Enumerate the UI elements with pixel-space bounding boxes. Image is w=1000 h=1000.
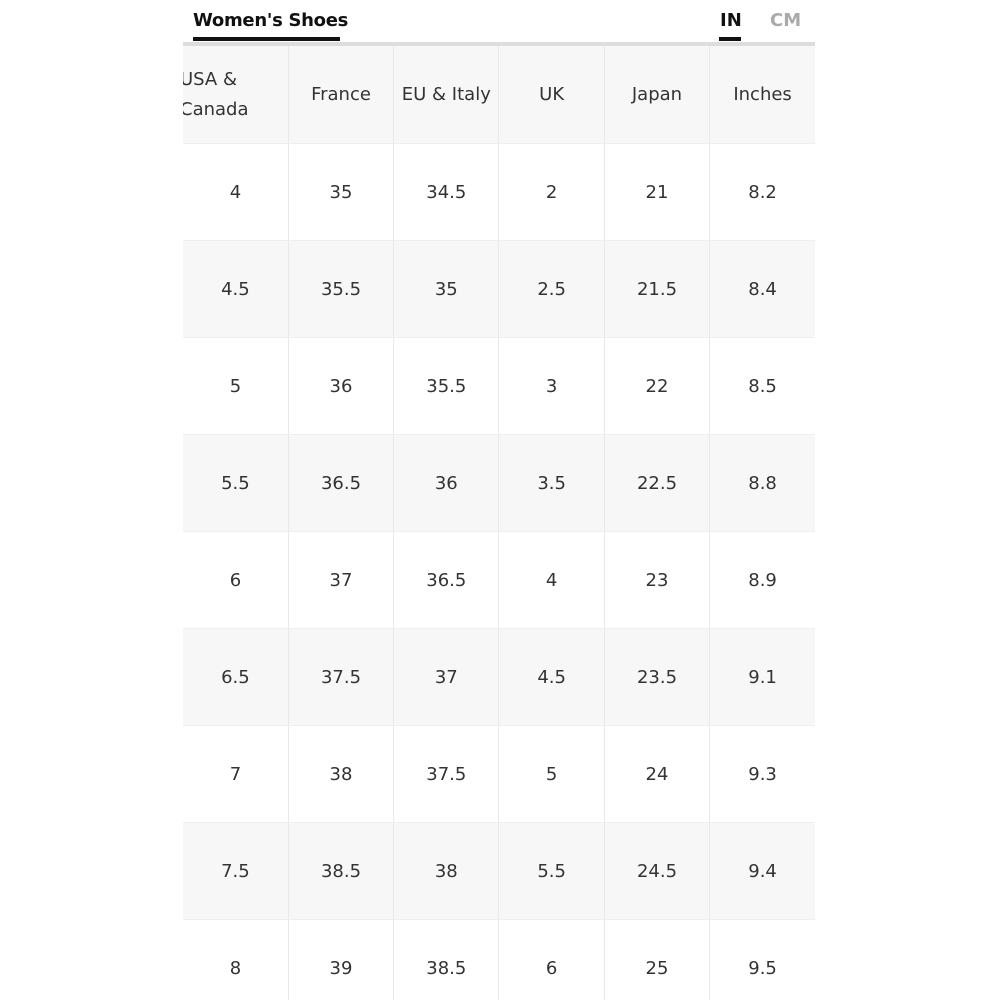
table-cell: 2 — [498, 143, 605, 241]
column-header: UK — [498, 46, 605, 144]
table-cell: 4.5 — [498, 628, 605, 726]
table-cell: 36 — [288, 337, 395, 435]
table-cell: 6.5 — [183, 628, 289, 726]
table-cell: 37 — [393, 628, 500, 726]
table-cell: 2.5 — [498, 240, 605, 338]
table-cell: 35 — [393, 240, 500, 338]
table-cell: 35.5 — [288, 240, 395, 338]
table-cell: 39 — [288, 919, 395, 1000]
table-cell: 22.5 — [604, 434, 711, 532]
table-cell: 8.2 — [709, 143, 815, 241]
table-cell: 9.4 — [709, 822, 815, 920]
table-row: 8 39 38.5 6 25 9.5 — [183, 919, 815, 1000]
column-header-label: France — [311, 84, 371, 105]
table-cell: 37.5 — [288, 628, 395, 726]
table-cell: 22 — [604, 337, 711, 435]
table-header-row: USA & Canada France EU & Italy UK Japan Inche… — [183, 46, 815, 144]
unit-toggle-cm[interactable]: CM — [770, 10, 802, 31]
table-cell: 25 — [604, 919, 711, 1000]
table-cell: 3 — [498, 337, 605, 435]
column-header-label: EU & Italy — [401, 84, 491, 105]
table-row: 5.5 36.5 36 3.5 22.5 8.8 — [183, 434, 815, 532]
table-row: 4 35 34.5 2 21 8.2 — [183, 143, 815, 241]
active-unit-indicator — [719, 37, 741, 41]
size-chart: Women's Shoes IN CM USA & Canada France EU… — [183, 0, 815, 1000]
column-header-label: USA & Canada — [183, 68, 249, 120]
column-header-label: Inches — [733, 84, 792, 105]
table-cell: 5.5 — [183, 434, 289, 532]
table-cell: 9.3 — [709, 725, 815, 823]
tab-divider — [183, 42, 815, 46]
table-cell: 23 — [604, 531, 711, 629]
table-cell: 7.5 — [183, 822, 289, 920]
table-cell: 6 — [498, 919, 605, 1000]
table-cell: 8 — [183, 919, 289, 1000]
table-row: 6.5 37.5 37 4.5 23.5 9.1 — [183, 628, 815, 726]
table-cell: 23.5 — [604, 628, 711, 726]
table-cell: 36 — [393, 434, 500, 532]
column-header: EU & Italy — [393, 46, 500, 144]
table-cell: 35.5 — [393, 337, 500, 435]
column-header: Inches — [709, 46, 815, 144]
table-cell: 4 — [183, 143, 289, 241]
table-cell: 8.5 — [709, 337, 815, 435]
table-cell: 3.5 — [498, 434, 605, 532]
table-cell: 9.1 — [709, 628, 815, 726]
tab-womens-shoes[interactable]: Women's Shoes — [193, 10, 349, 31]
table-cell: 8.9 — [709, 531, 815, 629]
table-cell: 38 — [288, 725, 395, 823]
unit-toggle-in[interactable]: IN — [720, 10, 742, 31]
table-row: 5 36 35.5 3 22 8.5 — [183, 337, 815, 435]
table-cell: 34.5 — [393, 143, 500, 241]
column-header: France — [288, 46, 395, 144]
column-header: USA & Canada — [183, 46, 289, 144]
table-cell: 6 — [183, 531, 289, 629]
table-cell: 38.5 — [288, 822, 395, 920]
table-row: 7 38 37.5 5 24 9.3 — [183, 725, 815, 823]
table-cell: 5.5 — [498, 822, 605, 920]
table-cell: 4.5 — [183, 240, 289, 338]
table-cell: 7 — [183, 725, 289, 823]
table-cell: 36.5 — [393, 531, 500, 629]
table-row: 7.5 38.5 38 5.5 24.5 9.4 — [183, 822, 815, 920]
column-header-label: UK — [539, 84, 565, 105]
table-row: 6 37 36.5 4 23 8.9 — [183, 531, 815, 629]
table-cell: 21 — [604, 143, 711, 241]
table-cell: 38 — [393, 822, 500, 920]
table-cell: 9.5 — [709, 919, 815, 1000]
table-cell: 8.4 — [709, 240, 815, 338]
table-cell: 8.8 — [709, 434, 815, 532]
table-cell: 21.5 — [604, 240, 711, 338]
active-tab-indicator — [193, 37, 340, 41]
table-cell: 38.5 — [393, 919, 500, 1000]
table-cell: 5 — [498, 725, 605, 823]
table-cell: 24 — [604, 725, 711, 823]
table-cell: 5 — [183, 337, 289, 435]
size-table: USA & Canada France EU & Italy UK Japan Inche… — [183, 46, 815, 1000]
table-cell: 24.5 — [604, 822, 711, 920]
table-cell: 4 — [498, 531, 605, 629]
table-cell: 36.5 — [288, 434, 395, 532]
table-row: 4.5 35.5 35 2.5 21.5 8.4 — [183, 240, 815, 338]
table-cell: 35 — [288, 143, 395, 241]
column-header-label: Japan — [631, 84, 683, 105]
table-cell: 37 — [288, 531, 395, 629]
column-header: Japan — [604, 46, 711, 144]
tab-bar: Women's Shoes IN CM — [183, 0, 815, 46]
table-cell: 37.5 — [393, 725, 500, 823]
